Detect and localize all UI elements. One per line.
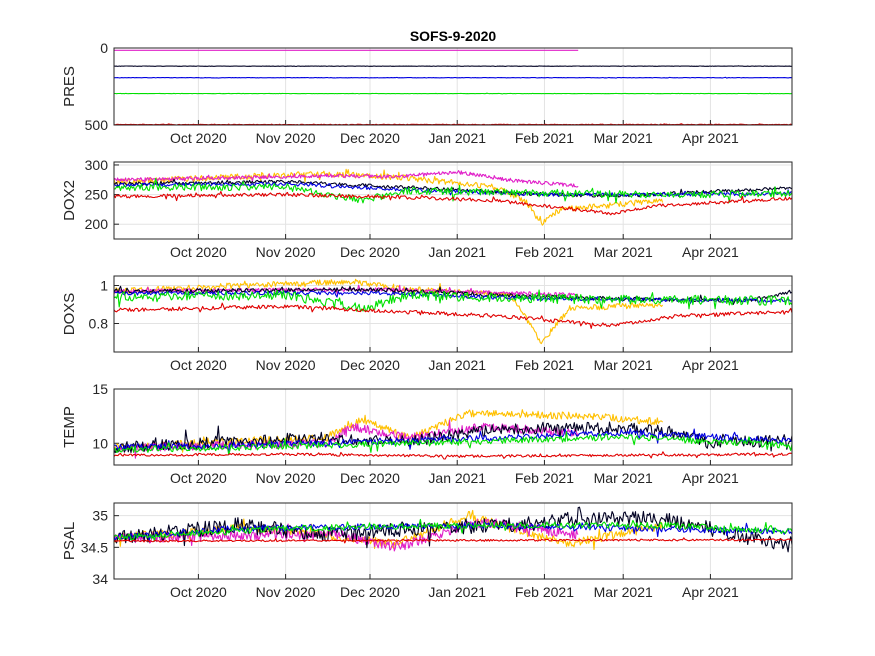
x-tick-label: Feb 2021 (515, 244, 574, 260)
x-tick-label: Apr 2021 (682, 130, 739, 146)
panel-pres: Oct 2020 Nov 2020 Dec 2020 Jan 2021 Feb 2021… (61, 40, 793, 146)
axes-box (113, 388, 793, 466)
x-tick-label: Feb 2021 (515, 357, 574, 373)
axes-box (113, 502, 793, 580)
x-tick-label: Oct 2020 (170, 244, 227, 260)
series-line-green (114, 289, 792, 312)
x-tick-label: Mar 2021 (594, 470, 653, 486)
x-tick-label: Jan 2021 (428, 470, 486, 486)
axes-background (114, 389, 792, 465)
series-group (114, 409, 792, 460)
y-tick-label: 34 (92, 571, 108, 587)
x-tick-label: Mar 2021 (594, 584, 653, 600)
series-line-black (114, 506, 792, 553)
y-axis-label: DOX2 (61, 180, 78, 221)
x-tick-label: Dec 2020 (340, 357, 400, 373)
series-line-blue (114, 521, 792, 541)
y-axis-label: TEMP (61, 406, 78, 448)
x-tick-label: Mar 2021 (594, 357, 653, 373)
series-line-green (114, 177, 792, 204)
x-tick-label: Feb 2021 (515, 130, 574, 146)
panel-temp: Oct 2020 Nov 2020 Dec 2020 Jan 2021 Feb 2021… (61, 381, 793, 486)
y-axis-label: PSAL (61, 522, 78, 560)
x-tick-label: Dec 2020 (340, 584, 400, 600)
x-tick-label: Jan 2021 (428, 130, 486, 146)
series-line-blue (114, 76, 792, 79)
x-tick-label: Feb 2021 (515, 470, 574, 486)
series-line-green (114, 430, 792, 456)
series-line-red (114, 537, 792, 544)
series-group (114, 506, 792, 553)
x-tick-label: Apr 2021 (682, 470, 739, 486)
y-tick-label: 15 (92, 381, 108, 397)
x-tick-label: Oct 2020 (170, 357, 227, 373)
series-line-yellow (114, 409, 663, 453)
y-tick-label: 0.8 (89, 316, 109, 332)
y-tick-label: 500 (85, 117, 109, 133)
figure-title: SOFS-9-2020 (410, 28, 497, 44)
y-tick-label: 300 (85, 157, 109, 173)
x-tick-label: Nov 2020 (256, 130, 316, 146)
y-tick-label: 1 (100, 278, 108, 294)
x-tick-label: Oct 2020 (170, 470, 227, 486)
series-line-black (114, 65, 792, 67)
x-tick-label: Nov 2020 (256, 584, 316, 600)
series-group (114, 278, 792, 345)
series-line-red (114, 190, 792, 216)
y-tick-label: 10 (92, 435, 108, 451)
axes-background (114, 48, 792, 125)
x-tick-label: Jan 2021 (428, 357, 486, 373)
x-tick-label: Dec 2020 (340, 130, 400, 146)
panel-dox2: Oct 2020 Nov 2020 Dec 2020 Jan 2021 Feb 2021… (61, 157, 793, 260)
axes-box (113, 47, 793, 126)
series-line-red (114, 302, 792, 329)
y-tick-label: 200 (85, 216, 109, 232)
y-axis-label: PRES (61, 66, 78, 107)
axes-box (113, 275, 793, 353)
x-tick-label: Dec 2020 (340, 244, 400, 260)
x-tick-label: Nov 2020 (256, 470, 316, 486)
x-tick-label: Nov 2020 (256, 357, 316, 373)
x-tick-label: Mar 2021 (594, 244, 653, 260)
x-tick-label: Oct 2020 (170, 584, 227, 600)
series-line-magenta (114, 419, 579, 459)
series-line-yellow (114, 278, 664, 345)
x-tick-label: Nov 2020 (256, 244, 316, 260)
x-tick-label: Oct 2020 (170, 130, 227, 146)
axes-box (113, 161, 793, 240)
x-tick-label: Feb 2021 (515, 584, 574, 600)
series-line-green (114, 518, 792, 542)
series-line-red (114, 451, 792, 460)
panel-psal: Oct 2020 Nov 2020 Dec 2020 Jan 2021 Feb 2021… (61, 502, 793, 600)
x-tick-label: Dec 2020 (340, 470, 400, 486)
series-group (114, 168, 792, 226)
x-tick-label: Jan 2021 (428, 244, 486, 260)
x-tick-label: Mar 2021 (594, 130, 653, 146)
x-tick-label: Apr 2021 (682, 244, 739, 260)
x-tick-label: Jan 2021 (428, 584, 486, 600)
x-tick-label: Apr 2021 (682, 584, 739, 600)
panel-doxs: Oct 2020 Nov 2020 Dec 2020 Jan 2021 Feb 2021… (61, 275, 793, 373)
series-line-green (114, 92, 792, 95)
y-tick-label: 35 (92, 508, 108, 524)
y-tick-label: 34.5 (81, 539, 108, 555)
y-tick-label: 0 (100, 40, 108, 56)
series-line-magenta (114, 170, 579, 188)
y-tick-label: 250 (85, 187, 109, 203)
y-axis-label: DOXS (61, 293, 78, 336)
x-tick-label: Apr 2021 (682, 357, 739, 373)
